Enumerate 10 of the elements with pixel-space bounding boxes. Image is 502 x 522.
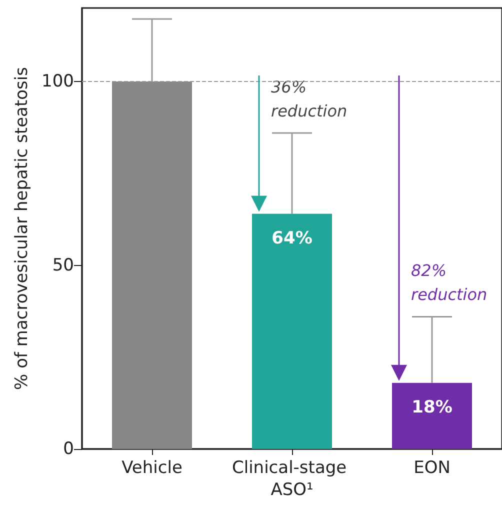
annotation: 82% reduction [411, 261, 488, 304]
x-tick-label: EON [414, 458, 450, 478]
y-tick-label: 50 [52, 255, 74, 276]
y-tick-label: 0 [63, 439, 74, 459]
x-tick-label: Vehicle [122, 458, 182, 478]
x-tick-label: Clinical-stage ASO¹ [232, 458, 352, 500]
data-label: 64% [272, 228, 312, 248]
data-label: 18% [412, 397, 452, 418]
y-axis-title: % of macrovesicular hepatic steatosis [12, 66, 32, 390]
y-tick-label: 100 [42, 72, 74, 92]
